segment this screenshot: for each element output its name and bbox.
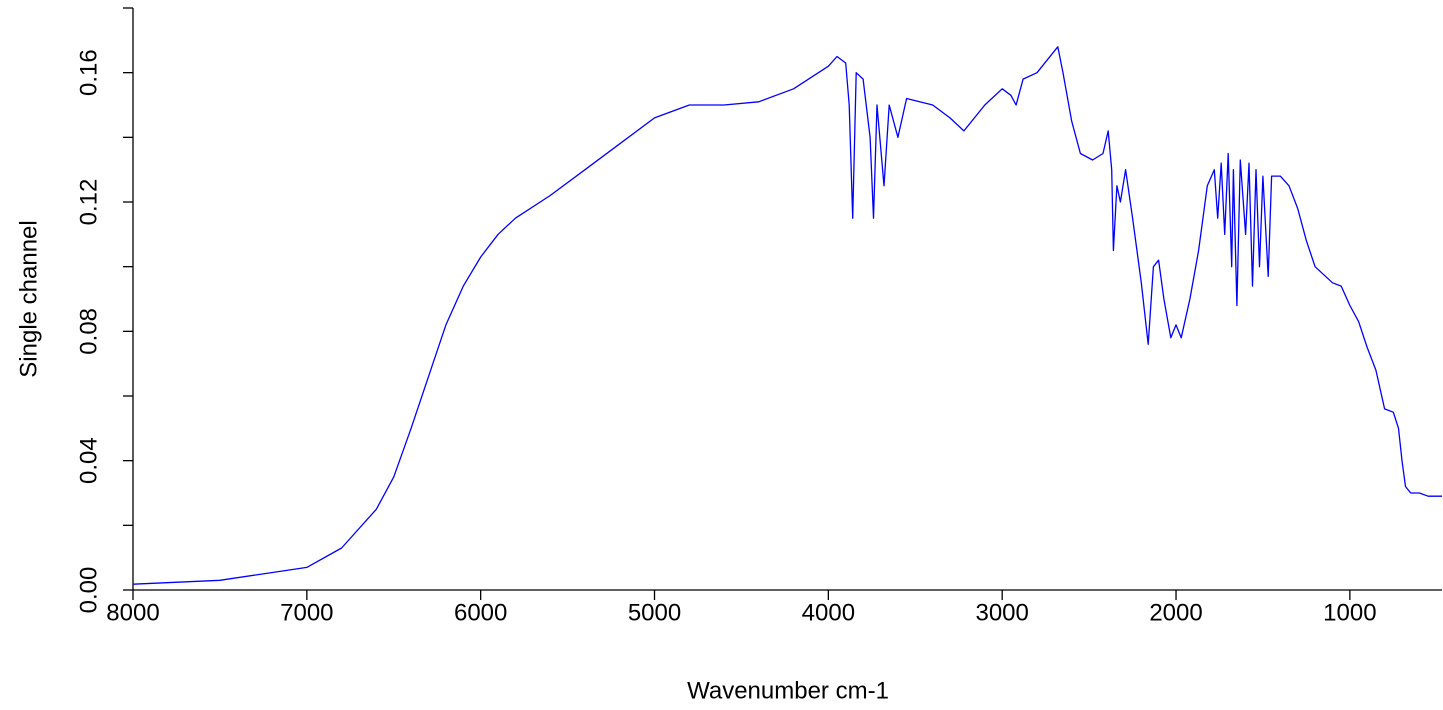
x-tick-label: 3000 [975,599,1028,626]
x-tick-label: 2000 [1149,599,1202,626]
y-tick-label: 0.04 [75,437,102,484]
x-tick-label: 7000 [280,599,333,626]
y-tick-label: 0.16 [75,49,102,96]
x-tick-label: 4000 [802,599,855,626]
x-tick-label: 1000 [1323,599,1376,626]
x-axis-title: Wavenumber cm-1 [687,677,889,704]
x-tick-label: 8000 [106,599,159,626]
y-tick-label: 0.08 [75,308,102,355]
x-tick-label: 5000 [628,599,681,626]
y-tick-label: 0.12 [75,179,102,226]
y-tick-label: 0.00 [75,567,102,614]
y-axis-title: Single channel [15,220,42,377]
x-tick-label: 6000 [454,599,507,626]
spectrum-line [132,46,1442,585]
